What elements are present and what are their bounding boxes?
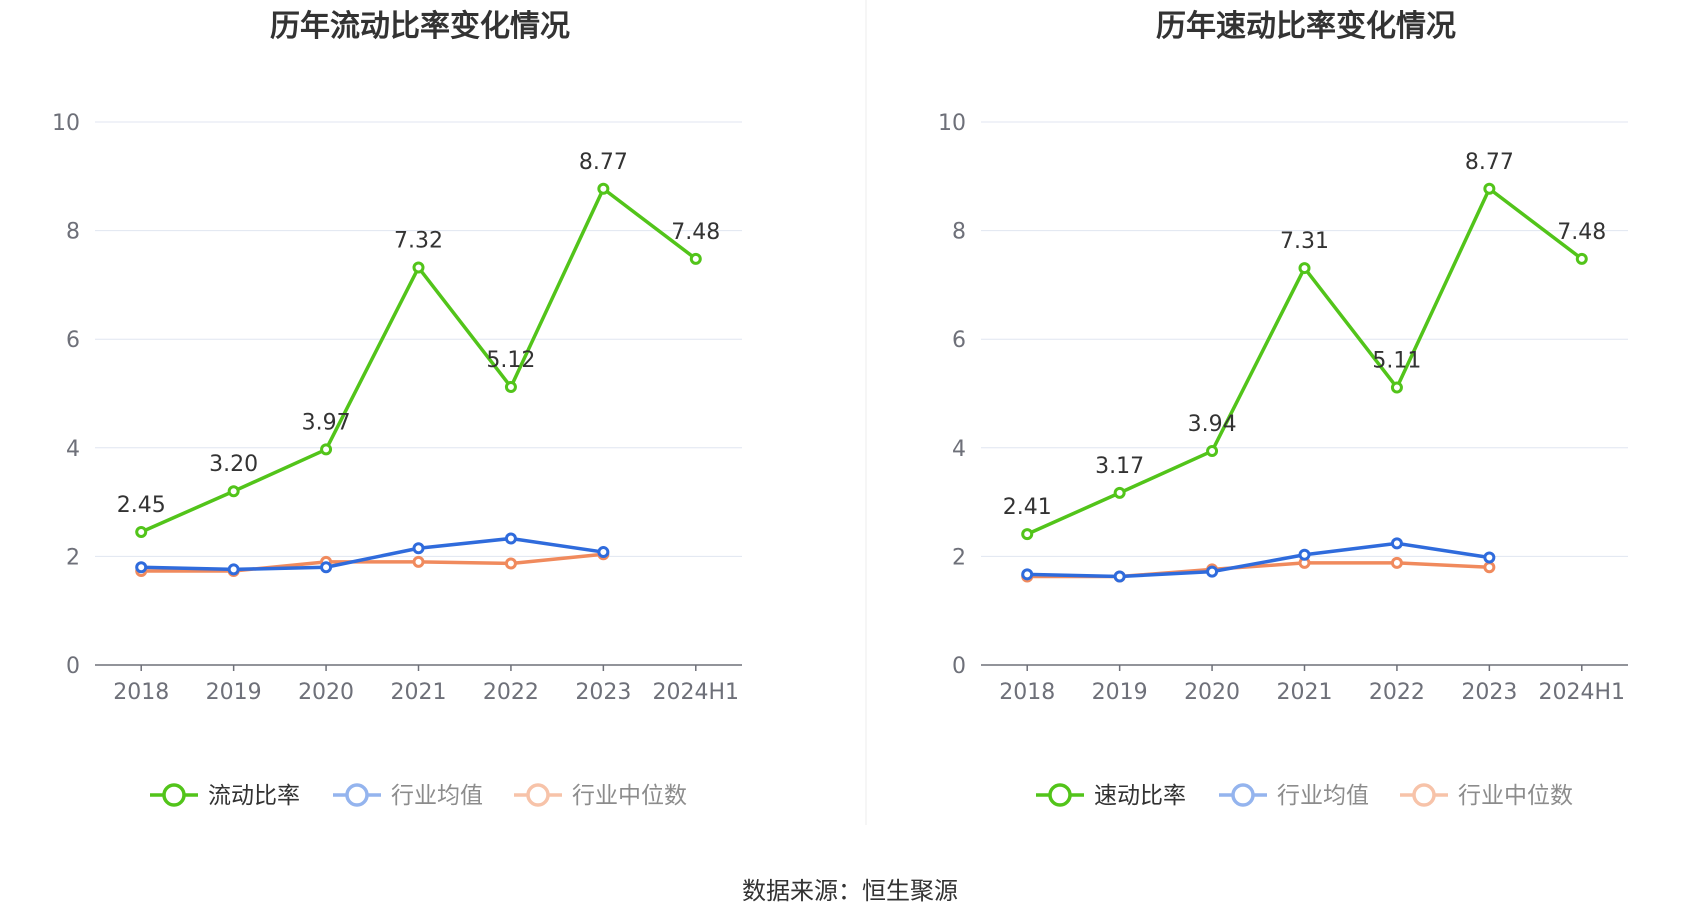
- data-label: 7.48: [671, 220, 720, 245]
- x-tick-label: 2022: [1369, 680, 1425, 705]
- legend-item: 速动比率: [1036, 783, 1186, 809]
- legend-label: 行业均值: [1277, 783, 1369, 809]
- legend-circle-icon: [162, 783, 186, 807]
- data-label: 3.97: [302, 410, 351, 435]
- data-point: [227, 485, 240, 498]
- data-point: [597, 546, 610, 559]
- data-point: [504, 557, 517, 570]
- series-line: [141, 552, 604, 573]
- legend-label: 流动比率: [208, 783, 300, 809]
- x-tick-label: 2020: [1184, 680, 1240, 705]
- legend-item: 行业均值: [333, 783, 483, 809]
- data-point: [1483, 551, 1496, 564]
- data-source-note: 数据来源：恒生聚源: [742, 877, 958, 905]
- legend-item: 行业中位数: [1400, 783, 1573, 809]
- legend-circle-icon: [526, 783, 550, 807]
- y-tick-label: 2: [66, 545, 80, 570]
- data-label: 7.32: [394, 229, 443, 254]
- data-label: 2.41: [1003, 495, 1052, 520]
- data-point: [135, 525, 148, 538]
- data-point: [320, 561, 333, 574]
- data-point: [1483, 182, 1496, 195]
- data-label: 3.17: [1095, 454, 1144, 479]
- y-tick-label: 4: [66, 437, 80, 462]
- data-point: [597, 182, 610, 195]
- legend-circle-icon: [1412, 783, 1436, 807]
- data-point: [135, 561, 148, 574]
- x-tick-label: 2020: [298, 680, 354, 705]
- data-point: [412, 261, 425, 274]
- data-point: [689, 252, 702, 265]
- chart-title: 历年速动比率变化情况: [1156, 9, 1456, 44]
- y-tick-label: 0: [66, 654, 80, 679]
- data-point: [1206, 565, 1219, 578]
- data-point: [504, 380, 517, 393]
- x-tick-label: 2021: [391, 680, 447, 705]
- data-point: [1206, 445, 1219, 458]
- data-label: 8.77: [579, 150, 628, 175]
- x-tick-label: 2022: [483, 680, 539, 705]
- y-tick-label: 2: [952, 545, 966, 570]
- series-line: [141, 536, 604, 572]
- quick-ratio-chart: 历年速动比率变化情况 0 2 4 6 8 10 2018 2019 2020 2021 2022 202…: [938, 9, 1628, 809]
- y-tick-label: 6: [952, 328, 966, 353]
- data-point: [1113, 570, 1126, 583]
- legend-label: 行业中位数: [1458, 783, 1573, 809]
- x-tick-label: 2023: [1461, 680, 1517, 705]
- data-point: [412, 542, 425, 555]
- data-label: 2.45: [117, 493, 166, 518]
- data-point: [320, 443, 333, 456]
- data-point: [1298, 262, 1311, 275]
- data-label: 3.20: [209, 452, 258, 477]
- data-point: [1390, 381, 1403, 394]
- legend-item: 行业中位数: [514, 783, 687, 809]
- chart-title: 历年流动比率变化情况: [270, 9, 570, 44]
- y-tick-label: 6: [66, 328, 80, 353]
- data-point: [1483, 561, 1496, 574]
- data-label: 3.94: [1188, 412, 1237, 437]
- y-tick-label: 8: [66, 220, 80, 245]
- x-tick-label: 2024H1: [1539, 680, 1626, 705]
- data-point: [227, 563, 240, 576]
- data-point: [1113, 486, 1126, 499]
- legend-circle-icon: [345, 783, 369, 807]
- series-line: [1027, 541, 1490, 579]
- data-point: [1390, 556, 1403, 569]
- x-tick-label: 2024H1: [653, 680, 740, 705]
- x-tick-label: 2018: [999, 680, 1055, 705]
- legend-label: 行业中位数: [572, 783, 687, 809]
- data-point: [412, 555, 425, 568]
- data-point: [1021, 528, 1034, 541]
- data-label: 7.48: [1557, 220, 1606, 245]
- data-label: 5.12: [486, 348, 535, 373]
- y-tick-label: 10: [938, 111, 966, 136]
- legend-circle-icon: [1048, 783, 1072, 807]
- legend-label: 速动比率: [1094, 783, 1186, 809]
- data-point: [1575, 252, 1588, 265]
- y-tick-label: 10: [52, 111, 80, 136]
- y-tick-label: 0: [952, 654, 966, 679]
- data-label: 7.31: [1280, 229, 1329, 254]
- legend-item: 流动比率: [150, 783, 300, 809]
- data-point: [1390, 537, 1403, 550]
- y-tick-label: 8: [952, 220, 966, 245]
- x-tick-label: 2023: [575, 680, 631, 705]
- x-tick-label: 2019: [1092, 680, 1148, 705]
- legend-circle-icon: [1231, 783, 1255, 807]
- x-tick-label: 2018: [113, 680, 169, 705]
- y-tick-label: 4: [952, 437, 966, 462]
- data-point: [1298, 548, 1311, 561]
- legend-item: 行业均值: [1219, 783, 1369, 809]
- data-point: [504, 532, 517, 545]
- data-point: [1021, 568, 1034, 581]
- data-label: 5.11: [1372, 349, 1421, 374]
- current-ratio-chart: 历年流动比率变化情况 0 2 4 6 8 10 2018 2019 2020 2021 2022 202…: [52, 9, 742, 809]
- legend-label: 行业均值: [391, 783, 483, 809]
- x-tick-label: 2021: [1277, 680, 1333, 705]
- x-tick-label: 2019: [206, 680, 262, 705]
- data-label: 8.77: [1465, 150, 1514, 175]
